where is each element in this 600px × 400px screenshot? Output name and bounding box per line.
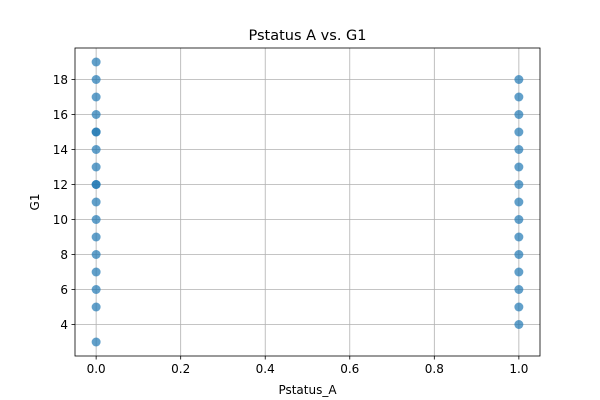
data-point: [514, 92, 524, 102]
data-point: [91, 180, 101, 189]
x-tick-label: 0.4: [256, 362, 275, 376]
data-point: [514, 302, 524, 312]
data-points: [91, 57, 524, 347]
x-tick-label: 0.2: [171, 362, 190, 376]
y-tick-label: 18: [53, 73, 68, 87]
data-point: [91, 285, 101, 294]
data-point: [514, 75, 524, 84]
x-tick-label: 0.6: [340, 362, 359, 376]
y-tick-label: 12: [53, 178, 68, 192]
data-point: [514, 197, 524, 207]
y-tick-label: 10: [53, 213, 68, 227]
data-point: [91, 197, 101, 207]
data-point: [91, 232, 101, 242]
data-point: [514, 162, 524, 172]
x-axis: 0.0 0.2 0.4 0.6 0.8 1.0: [87, 356, 528, 376]
data-point: [91, 92, 101, 102]
y-axis-label: G1: [28, 194, 42, 211]
data-point: [514, 285, 524, 294]
data-point: [91, 162, 101, 172]
data-point: [91, 57, 101, 67]
data-point: [91, 215, 101, 224]
plot-frame: [74, 47, 541, 357]
data-point: [514, 267, 524, 277]
x-axis-label: Pstatus_A: [278, 383, 337, 397]
data-point: [514, 250, 524, 259]
data-point: [514, 215, 524, 224]
data-point: [91, 250, 101, 259]
y-tick-label: 4: [60, 318, 68, 332]
data-point: [514, 232, 524, 242]
data-point: [91, 337, 101, 347]
x-tick-label: 0.0: [87, 362, 106, 376]
data-point: [91, 302, 101, 312]
data-point: [514, 320, 524, 329]
grid-lines: [75, 48, 540, 356]
data-point: [91, 110, 101, 119]
data-point: [514, 180, 524, 189]
chart-title: Pstatus A vs. G1: [249, 28, 367, 44]
x-tick-label: 0.8: [425, 362, 444, 376]
y-tick-label: 16: [53, 108, 68, 122]
y-tick-label: 8: [60, 248, 68, 262]
data-point: [91, 267, 101, 277]
data-point: [91, 75, 101, 84]
data-point: [514, 145, 524, 154]
data-point: [514, 127, 524, 137]
data-point: [91, 127, 101, 137]
y-tick-label: 6: [60, 283, 68, 297]
y-tick-label: 14: [53, 143, 68, 157]
y-axis: 4 6 8 10 12 14 16 18: [53, 73, 75, 332]
data-point: [91, 145, 101, 154]
data-point: [514, 110, 524, 119]
x-tick-label: 1.0: [509, 362, 528, 376]
